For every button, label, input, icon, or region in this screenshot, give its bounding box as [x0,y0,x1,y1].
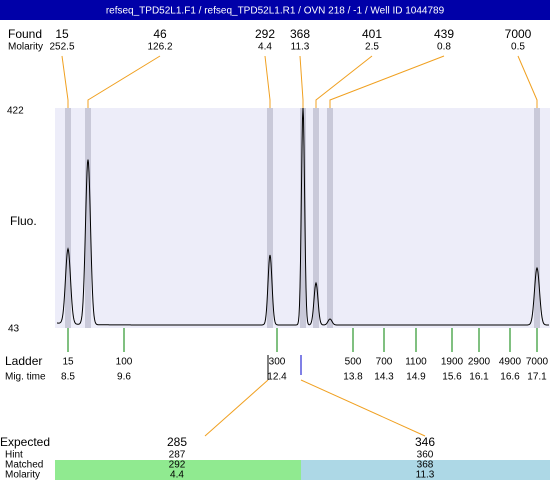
peak-band [313,108,319,328]
ladder-size: 2900 [468,357,491,368]
matched-band [301,460,550,480]
ladder-size: 500 [345,357,362,368]
molarity-label: Molarity [8,42,43,53]
ladder-mig-time: 8.5 [61,372,75,383]
y-axis-label: Fluo. [10,214,37,228]
found-molarity: 252.5 [49,42,74,53]
ladder-mig-time: 15.6 [442,372,462,383]
found-size: 15 [55,27,69,41]
found-molarity: 0.8 [437,42,451,53]
ladder-mig-time: 16.6 [500,372,520,383]
ladder-mig-time: 12.4 [267,372,287,383]
expected-size: 285 [167,435,187,449]
ladder-label: Ladder [5,354,42,368]
peak-band [327,108,333,328]
peak-connector [315,55,373,108]
found-size: 439 [434,27,454,41]
hint-size: 287 [169,450,186,461]
matched-size: 368 [417,460,434,471]
y-tick-label: 422 [7,106,24,117]
peak-connector [87,55,161,108]
header-bar [0,0,550,20]
ladder-mig-time: 17.1 [527,372,547,383]
mig-time-label: Mig. time [5,372,46,383]
found-molarity: 11.3 [291,42,310,53]
ladder-mig-time: 16.1 [469,372,489,383]
ladder-size: 4900 [499,357,522,368]
peak-band [267,108,273,328]
ladder-size: 1100 [405,357,427,368]
ladder-size: 700 [376,357,393,368]
ladder-size: 7000 [526,357,549,368]
peak-connector [299,55,304,108]
peak-band [65,108,71,328]
expected-label: Expected [0,435,50,449]
found-size: 7000 [505,27,532,41]
hint-label: Hint [5,450,23,461]
hint-size: 360 [417,450,434,461]
matched-molarity-label: Molarity [5,470,40,480]
found-label: Found [8,27,42,41]
matched-size: 292 [169,460,186,471]
peak-connector [264,55,271,108]
matched-band [55,460,301,480]
header-title: refseq_TPD52L1.F1 / refseq_TPD52L1.R1 / … [106,6,445,17]
peak-band [300,108,306,328]
ladder-size: 100 [116,357,133,368]
found-molarity: 126.2 [147,42,172,53]
ladder-size: 15 [62,357,74,368]
ladder-mig-time: 14.3 [374,372,394,383]
ladder-mig-time: 14.9 [406,372,426,383]
peak-band [534,108,540,328]
matched-molarity: 11.3 [416,470,435,480]
found-size: 292 [255,27,275,41]
peak-connector [517,55,538,108]
matched-molarity: 4.4 [170,470,184,480]
found-size: 46 [153,27,167,41]
match-connector [204,379,269,437]
matched-label: Matched [5,460,43,471]
peak-connector [329,55,445,108]
peak-band [85,108,91,328]
found-molarity: 2.5 [365,42,379,53]
found-molarity: 4.4 [258,42,272,53]
ladder-mig-time: 9.6 [117,372,131,383]
expected-size: 346 [415,435,435,449]
found-size: 368 [290,27,310,41]
found-size: 401 [362,27,382,41]
match-connector [300,379,426,437]
ladder-mig-time: 13.8 [343,372,363,383]
found-molarity: 0.5 [511,42,525,53]
ladder-size: 1900 [441,357,464,368]
y-tick-label: 43 [8,324,20,335]
ladder-size: 300 [269,357,286,368]
peak-connector [61,55,69,108]
